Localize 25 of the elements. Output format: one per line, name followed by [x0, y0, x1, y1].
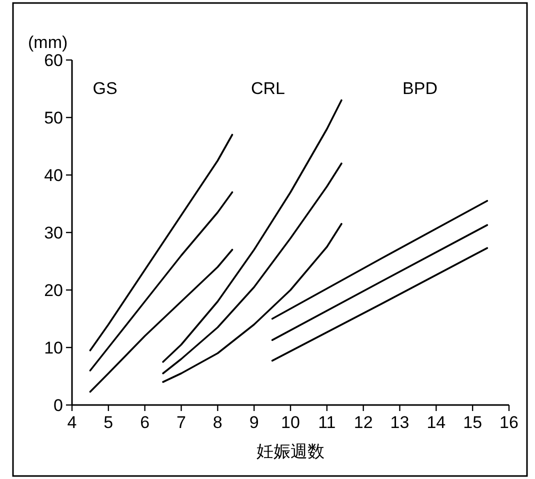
xtick: 13 [390, 413, 410, 432]
ytick: 50 [44, 108, 63, 128]
ytick: 10 [44, 338, 63, 358]
xtick: 14 [426, 413, 446, 432]
ylabel: (mm) [28, 33, 68, 52]
ytick: 20 [44, 281, 63, 300]
xlabel: 妊娠週数 [256, 442, 324, 461]
xtick: 4 [67, 413, 77, 432]
xtick: 5 [104, 413, 114, 432]
ytick: 40 [44, 166, 63, 185]
xtick: 12 [354, 413, 373, 432]
xtick: 7 [176, 413, 186, 432]
xtick: 16 [500, 413, 518, 432]
annotation: CRL [251, 79, 285, 98]
xtick: 8 [212, 413, 222, 432]
ytick: 30 [44, 224, 63, 242]
annotation: GS [92, 79, 118, 98]
xtick: 9 [249, 413, 259, 432]
xtick: 15 [463, 413, 482, 432]
xtick: 10 [281, 413, 300, 432]
annotation: BPD [402, 79, 438, 98]
ytick: 60 [44, 51, 63, 70]
xtick: 6 [140, 413, 150, 432]
xtick: 11 [318, 413, 336, 432]
ytick: 0 [54, 396, 63, 415]
